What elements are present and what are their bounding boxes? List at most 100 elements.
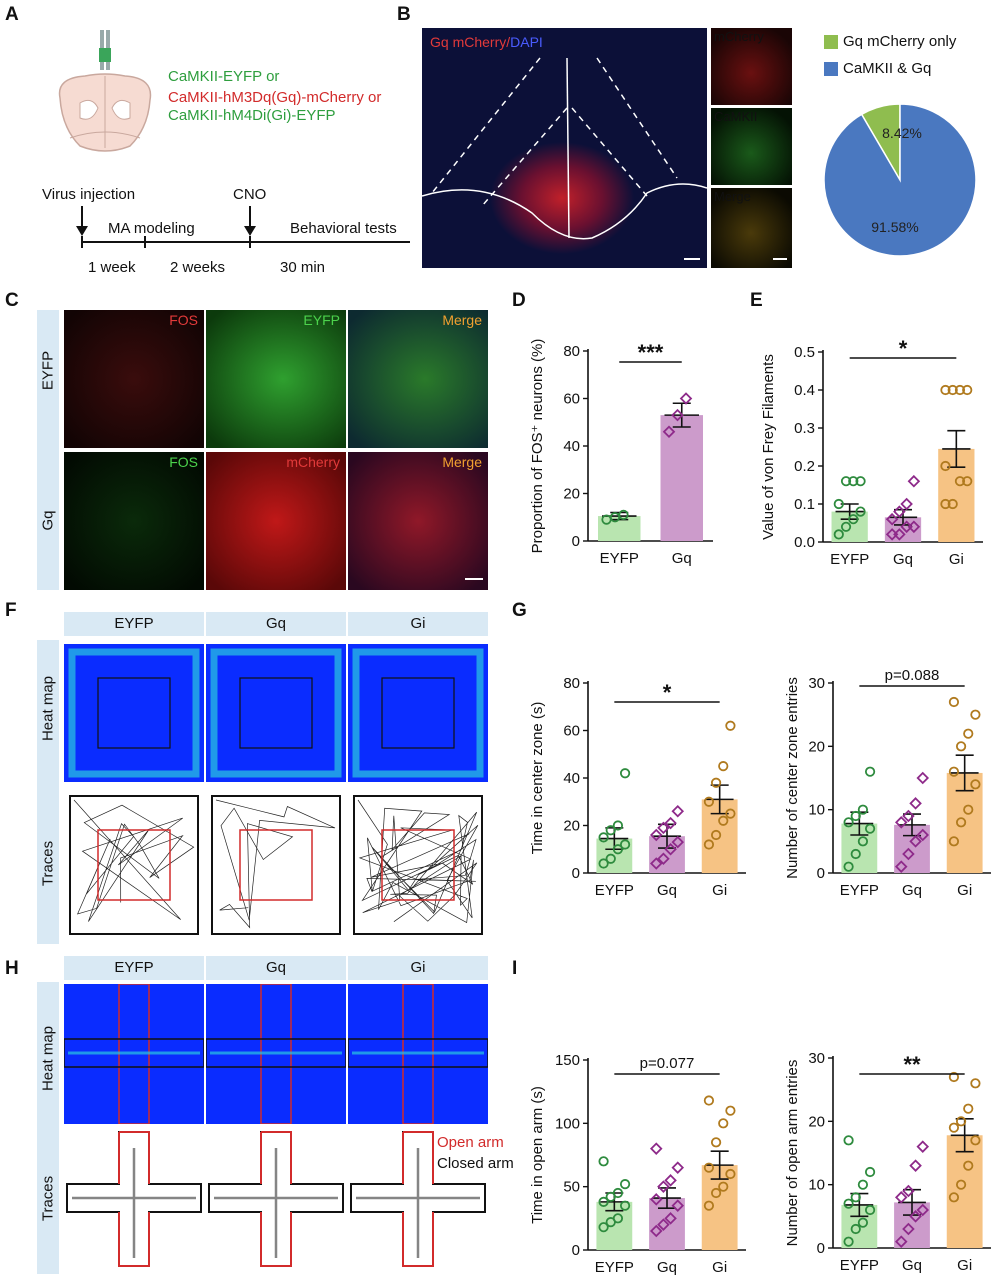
trace-path	[72, 1148, 196, 1258]
data-point-eyfp	[619, 768, 631, 779]
col-strip-h-2	[348, 956, 488, 980]
data-point-gi	[970, 709, 981, 720]
data-point-gi	[710, 1137, 722, 1148]
inset-label-camkii: CaMKII	[714, 109, 758, 124]
y-axis-label: Time in center zone (s)	[529, 702, 546, 855]
data-point-gi	[963, 1160, 974, 1171]
data-point-gi	[703, 796, 715, 807]
y-tick-label: 0.1	[794, 496, 815, 513]
trace-path	[73, 799, 195, 922]
trace-h-0	[64, 1128, 204, 1270]
y-tick-label: 0	[572, 533, 580, 550]
y-tick-label: 0.5	[794, 344, 815, 361]
data-point-gi	[703, 1162, 715, 1173]
data-point-gi	[710, 829, 722, 841]
data-point-eyfp	[850, 1192, 861, 1203]
label-ma-modeling: MA modeling	[108, 220, 195, 237]
label-30-min: 30 min	[280, 259, 326, 276]
micrograph-c-label-0-0: FOS	[169, 312, 198, 328]
micrograph-c-label-0-1: EYFP	[303, 312, 340, 328]
data-point-gi	[718, 1118, 729, 1129]
bar-gi	[946, 1135, 983, 1248]
data-point-eyfp	[864, 823, 876, 834]
row-strip-c	[37, 310, 59, 590]
x-tick-label: Gq	[657, 1259, 677, 1276]
panel-label-b: B	[397, 4, 411, 25]
data-point-gq	[902, 847, 915, 861]
legend-swatch-gq-only	[824, 35, 838, 49]
data-point-eyfp	[848, 476, 859, 487]
data-point-gi	[725, 720, 736, 731]
label-1-week: 1 week	[88, 259, 136, 276]
arena-outline	[69, 795, 199, 935]
data-point-gi	[940, 460, 951, 472]
data-point-gi	[948, 1122, 960, 1133]
heatmap-f-2	[348, 644, 488, 782]
col-strip-f-0	[64, 612, 204, 636]
timeline	[76, 206, 410, 248]
data-point-gq	[907, 474, 921, 488]
data-point-eyfp	[619, 1200, 631, 1211]
legend-closed-arm: Closed arm	[437, 1155, 514, 1172]
y-tick-label: 40	[563, 770, 580, 787]
heatmap-f-0	[64, 644, 204, 782]
row-label-heat-map-h: Heat map	[39, 1025, 57, 1092]
col-strip-h-0	[64, 956, 204, 980]
col-strip-f-1	[206, 612, 346, 636]
open-arm-red	[402, 1131, 434, 1267]
data-point-eyfp	[605, 825, 616, 836]
y-tick-label: 0.4	[794, 382, 815, 399]
data-point-eyfp	[605, 853, 616, 864]
data-point-gi	[725, 1168, 736, 1180]
trace-f-2	[348, 790, 488, 940]
data-point-gi	[718, 815, 729, 826]
pie-chart: 8.42% 91.58%	[823, 103, 977, 257]
x-tick-label: EYFP	[840, 1257, 879, 1274]
data-point-eyfp	[840, 476, 852, 487]
data-point-gq	[671, 835, 685, 849]
label-2-weeks: 2 weeks	[170, 259, 226, 276]
data-point-gq	[894, 816, 908, 829]
panel-label-f: F	[5, 600, 17, 621]
legend-swatch-camkii-gq	[824, 62, 838, 76]
data-point-eyfp	[833, 529, 844, 540]
data-point-gi	[962, 476, 973, 487]
x-tick-label: EYFP	[600, 550, 639, 567]
y-axis-label: Value of von Frey Filaments	[760, 354, 777, 540]
micrograph-c-label-1-2: Merge	[442, 454, 482, 470]
significance-label: *	[899, 336, 908, 361]
data-point-gi	[954, 476, 966, 487]
col-label-f-1: Gq	[265, 615, 286, 632]
x-tick-label: Gq	[672, 550, 692, 567]
data-point-gq	[657, 1180, 670, 1193]
data-point-gq	[885, 512, 899, 526]
heatmap-h-1	[206, 984, 346, 1124]
row-label-traces: Traces	[39, 840, 57, 887]
y-tick-label: 10	[808, 1177, 825, 1194]
data-point-gq	[902, 1184, 915, 1198]
pie-label-0: 8.42%	[882, 125, 922, 141]
row-label-eyfp: EYFP	[39, 350, 57, 391]
data-point-gi	[962, 384, 973, 396]
data-point-gq	[679, 392, 693, 405]
y-tick-label: 0	[817, 865, 825, 882]
data-point-eyfp	[598, 832, 609, 843]
panel-label-i: I	[512, 958, 518, 979]
inset-label-merge: Merge	[714, 189, 751, 204]
pie-label-1: 91.58%	[871, 219, 918, 235]
panel-label-e: E	[750, 290, 763, 311]
closed-arm-outline	[206, 1038, 346, 1068]
data-point-gi	[947, 498, 958, 510]
y-tick-label: 40	[563, 438, 580, 455]
y-axis-label: Proportion of FOS⁺ neurons (%)	[529, 339, 546, 554]
micrograph-c-1-2: Merge	[348, 452, 488, 590]
virus-label-gq: CaMKII-hM3Dq(Gq)-mCherry or	[168, 89, 382, 106]
center-zone-box-red	[381, 829, 455, 901]
data-point-gq	[671, 408, 684, 422]
scale-bar	[773, 258, 787, 260]
data-point-gi	[703, 1200, 715, 1211]
y-tick-label: 80	[563, 675, 580, 692]
data-point-gq	[894, 1191, 908, 1204]
data-point-gi	[955, 741, 967, 752]
row-label-heat-map: Heat map	[39, 675, 57, 742]
